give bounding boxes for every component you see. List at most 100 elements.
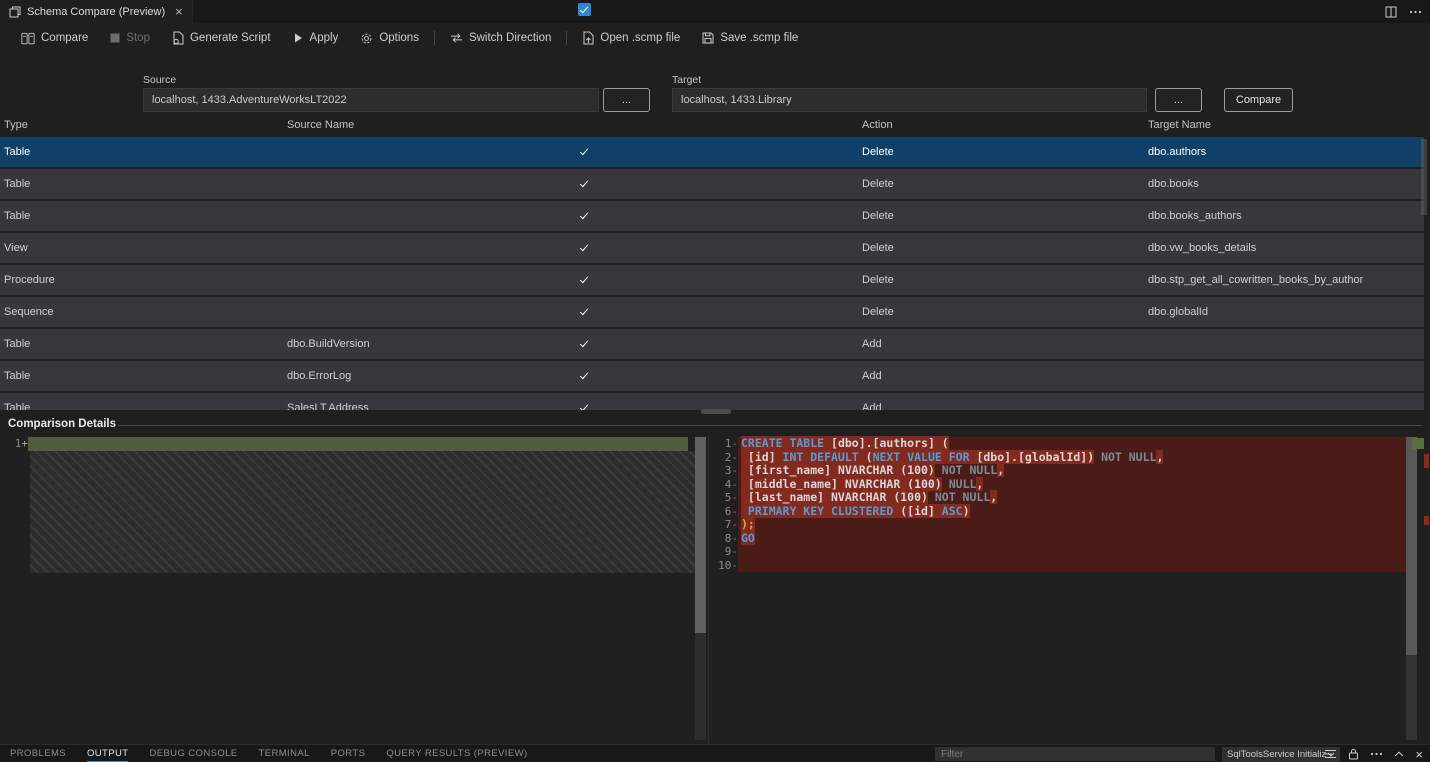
close-icon[interactable]: × [1415,746,1423,762]
diff-line-number: 10- [718,558,738,572]
row-type: Table [4,178,31,190]
row-action: Add [862,338,882,350]
options-icon [360,32,373,45]
compare-button[interactable]: Compare [1224,88,1293,112]
toolbar-button-stop[interactable]: Stop [99,27,161,49]
splitter-handle[interactable] [701,409,731,414]
column-header-target-name[interactable]: Target Name [1148,119,1211,131]
panel-tab-ports[interactable]: PORTS [330,748,366,759]
toolbar-button-label: Stop [126,32,150,44]
panel-tab-problems[interactable]: PROBLEMS [10,748,66,759]
schema-diff-row[interactable]: Table dbo.ErrorLog Add [0,361,1424,391]
source-browse-button[interactable]: ... [603,88,650,112]
diff-line-code: [first_name] NVARCHAR (100) NOT NULL, [738,463,1406,478]
code-token: GO [741,530,755,545]
source-pane-scrollbar-track[interactable] [695,437,706,740]
row-action: Add [862,402,882,410]
diff-line-code: [middle_name] NVARCHAR (100) NULL, [738,476,1406,491]
panel-tab-debug-console[interactable]: DEBUG CONSOLE [149,748,238,759]
select-all-checkbox[interactable] [578,3,591,16]
tab-schema-compare[interactable]: Schema Compare (Preview) × [0,0,193,23]
toolbar-button-compare[interactable]: Compare [10,27,99,49]
schema-diff-row[interactable]: View Delete dbo.vw_books_details [0,233,1424,263]
target-input[interactable] [672,88,1147,112]
output-channel-label: SqlToolsService Initializ [1227,748,1327,760]
row-action: Delete [862,210,894,222]
toolbar-button-generate-script[interactable]: Generate Script [161,27,282,49]
diff-line-code: PRIMARY KEY CLUSTERED ([id] ASC) [738,503,1406,518]
lock-icon[interactable] [1348,748,1359,760]
schema-diff-row[interactable]: Table dbo.BuildVersion Add [0,329,1424,359]
target-browse-button[interactable]: ... [1155,88,1202,112]
diff-line: 7- ); [710,517,1406,532]
row-action: Delete [862,146,894,158]
diff-target-pane[interactable]: 1- CREATE TABLE [dbo].[authors] ( 2- [id… [710,436,1406,572]
row-target-name: dbo.books_authors [1148,210,1242,222]
grid-header: Type Source Name Action Target Name [0,117,1430,137]
output-channel-select[interactable]: SqlToolsService Initializ [1222,746,1340,762]
column-header-type[interactable]: Type [4,119,28,131]
code-token: [id] [741,449,783,464]
panel-tab-terminal[interactable]: TERMINAL [258,748,310,759]
diff-line-number: 6- [724,504,738,518]
diff-line: 5- [last_name] NVARCHAR (100) NOT NULL, [710,490,1406,505]
grid-scrollbar[interactable] [1421,139,1427,215]
schema-compare-toolbar: Compare Stop Generate Script Apply Optio… [0,23,1430,53]
split-editor-icon[interactable] [1385,6,1397,18]
tab-close-icon[interactable]: × [175,4,183,19]
schema-diff-row[interactable]: Table Delete dbo.authors [0,137,1424,167]
toolbar-button-save-scmp-file[interactable]: Save .scmp file [691,27,809,49]
code-token: PRIMARY KEY CLUSTERED [741,503,901,518]
comparison-details-title: Comparison Details [8,418,116,430]
schema-diff-row[interactable]: Table Delete dbo.books_authors [0,201,1424,231]
schema-diff-row[interactable]: Procedure Delete dbo.stp_get_all_cowritt… [0,265,1424,295]
panel-tab-query-results-preview-[interactable]: QUERY RESULTS (PREVIEW) [386,748,528,759]
switch-direction-icon [450,32,463,44]
row-source-name: dbo.BuildVersion [287,338,370,350]
source-input[interactable] [143,88,599,112]
source-pane-scrollbar[interactable] [695,437,706,633]
toolbar-button-options[interactable]: Options [349,27,430,49]
target-pane-scrollbar-track[interactable] [1406,437,1417,740]
code-token: CREATE TABLE [741,436,832,450]
code-token: NOT NULL [1094,449,1157,464]
toolbar-button-label: Generate Script [189,32,271,44]
clear-output-icon[interactable] [1324,749,1337,759]
diff-line: 3- [first_name] NVARCHAR (100) NOT NULL, [710,463,1406,478]
chevron-up-icon[interactable] [1394,751,1404,757]
diff-line-number: 2- [724,450,738,464]
output-filter-input[interactable] [935,747,1215,761]
row-type: Table [4,146,31,158]
diff-source-pane[interactable]: 1+ [0,437,688,451]
more-icon[interactable] [1409,10,1422,14]
toolbar-button-label: Compare [41,32,89,44]
toolbar-button-switch-direction[interactable]: Switch Direction [439,27,562,49]
column-header-action[interactable]: Action [862,119,893,131]
code-token: , [990,490,998,504]
comparison-diff-editor[interactable]: 1+ 1- CREATE TABLE [dbo].[authors] ( 2- … [0,436,1430,744]
code-token: , [997,463,1005,477]
row-target-name: dbo.globalId [1148,306,1208,318]
toolbar-button-open-scmp-file[interactable]: Open .scmp file [571,27,691,49]
row-action: Delete [862,274,894,286]
schema-diff-row[interactable]: Table SalesLT.Address Add [0,393,1424,410]
column-header-source-name[interactable]: Source Name [287,119,355,131]
panel-tab-output[interactable]: OUTPUT [87,745,129,762]
row-action: Delete [862,178,894,190]
row-source-name: SalesLT.Address [287,402,369,410]
schema-diff-row[interactable]: Sequence Delete dbo.globalId [0,297,1424,327]
diff-line-number: 9- [724,545,738,558]
toolbar-button-label: Save .scmp file [720,32,799,44]
schema-diff-row[interactable]: Table Delete dbo.books [0,169,1424,199]
target-pane-scrollbar[interactable] [1406,437,1417,655]
diff-line-number: 1+ [14,437,28,450]
toolbar-button-apply[interactable]: Apply [282,27,350,49]
editor-actions [1385,0,1422,23]
code-token: [middle_name] NVARCHAR (100) [741,476,942,491]
diff-line: 1+ [0,437,688,451]
diff-line-number: 3- [724,464,738,477]
overview-ruler-added-mark [1412,438,1424,449]
panel-tabs: PROBLEMS OUTPUT DEBUG CONSOLE TERMINAL PORTS… [10,745,549,762]
more-icon[interactable] [1370,752,1383,756]
